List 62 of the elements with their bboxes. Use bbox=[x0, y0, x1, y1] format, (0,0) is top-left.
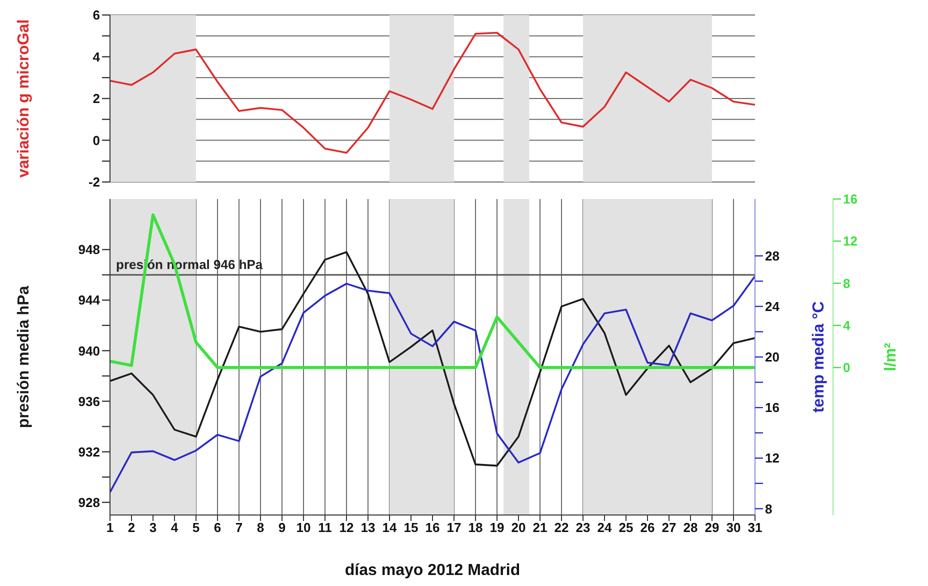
x-tick-label: 30 bbox=[726, 520, 741, 536]
y3-tick-label: 16 bbox=[843, 192, 858, 207]
y2-tick-label: 20 bbox=[765, 350, 780, 365]
line-series bbox=[110, 32, 755, 154]
x-tick-label: 11 bbox=[318, 520, 332, 536]
line-series bbox=[110, 251, 755, 467]
x-tick-label: 7 bbox=[235, 520, 243, 536]
y-tick-label: 928 bbox=[78, 494, 100, 510]
y3-tick-label: 8 bbox=[843, 276, 850, 291]
x-tick-label: 26 bbox=[640, 520, 655, 536]
x-tick-label: 28 bbox=[683, 520, 698, 536]
x-tick-label: 17 bbox=[446, 520, 462, 536]
x-tick-label: 13 bbox=[360, 520, 376, 536]
x-tick-label: 20 bbox=[511, 520, 526, 536]
y-tick-label: -2 bbox=[88, 174, 100, 190]
x-tick-label: 22 bbox=[554, 520, 569, 536]
y-tick-label: 948 bbox=[78, 242, 100, 258]
x-tick-label: 5 bbox=[192, 520, 200, 536]
x-axis-title: días mayo 2012 Madrid bbox=[344, 562, 520, 579]
x-tick-label: 24 bbox=[597, 520, 612, 536]
x-tick-label: 21 bbox=[532, 520, 548, 536]
x-tick-label: 8 bbox=[256, 520, 264, 536]
x-tick-label: 15 bbox=[404, 520, 418, 536]
y2-axis-title: temp media °C bbox=[810, 300, 828, 413]
y-axis-title: presión media hPa bbox=[16, 286, 32, 428]
y2-tick-label: 8 bbox=[765, 501, 772, 516]
x-tick-label: 1 bbox=[106, 520, 114, 536]
x-tick-label: 3 bbox=[149, 520, 157, 536]
y3-tick-label: 12 bbox=[843, 234, 858, 249]
x-tick-label: 14 bbox=[382, 520, 398, 536]
y-tick-label: 936 bbox=[78, 394, 100, 409]
x-tick-label: 23 bbox=[576, 520, 590, 536]
x-tick-label: 31 bbox=[748, 520, 762, 536]
x-tick-label: 10 bbox=[296, 520, 311, 536]
y3-tick-label: 4 bbox=[843, 318, 851, 334]
x-tick-label: 25 bbox=[618, 520, 634, 536]
y-tick-label: 2 bbox=[92, 91, 100, 106]
x-tick-label: 2 bbox=[128, 520, 136, 536]
y3-axis-title: l/m² bbox=[882, 342, 900, 372]
x-tick-label: 19 bbox=[490, 520, 504, 536]
x-tick-label: 4 bbox=[170, 520, 179, 536]
line-series bbox=[110, 275, 755, 494]
line-series bbox=[110, 213, 755, 370]
y-tick-label: 4 bbox=[92, 49, 101, 64]
x-tick-label: 27 bbox=[662, 520, 676, 536]
y-tick-label: 932 bbox=[78, 444, 100, 460]
x-tick-label: 9 bbox=[278, 520, 286, 536]
y-tick-label: 6 bbox=[92, 8, 100, 23]
y2-tick-label: 24 bbox=[765, 299, 780, 314]
y-axis-title: variación g microGal bbox=[16, 19, 32, 178]
x-tick-label: 6 bbox=[214, 520, 222, 536]
x-tick-label: 16 bbox=[425, 520, 440, 536]
y3-tick-label: 0 bbox=[843, 360, 850, 376]
y-tick-label: 940 bbox=[78, 343, 100, 358]
y2-tick-label: 12 bbox=[765, 450, 780, 466]
x-tick-label: 12 bbox=[339, 520, 354, 536]
x-tick-label: 29 bbox=[704, 520, 720, 536]
y2-tick-label: 28 bbox=[765, 248, 780, 264]
y-tick-label: 0 bbox=[92, 132, 100, 148]
x-tick-label: 18 bbox=[468, 520, 483, 536]
y2-tick-label: 16 bbox=[765, 400, 780, 416]
y-tick-label: 944 bbox=[78, 292, 101, 308]
